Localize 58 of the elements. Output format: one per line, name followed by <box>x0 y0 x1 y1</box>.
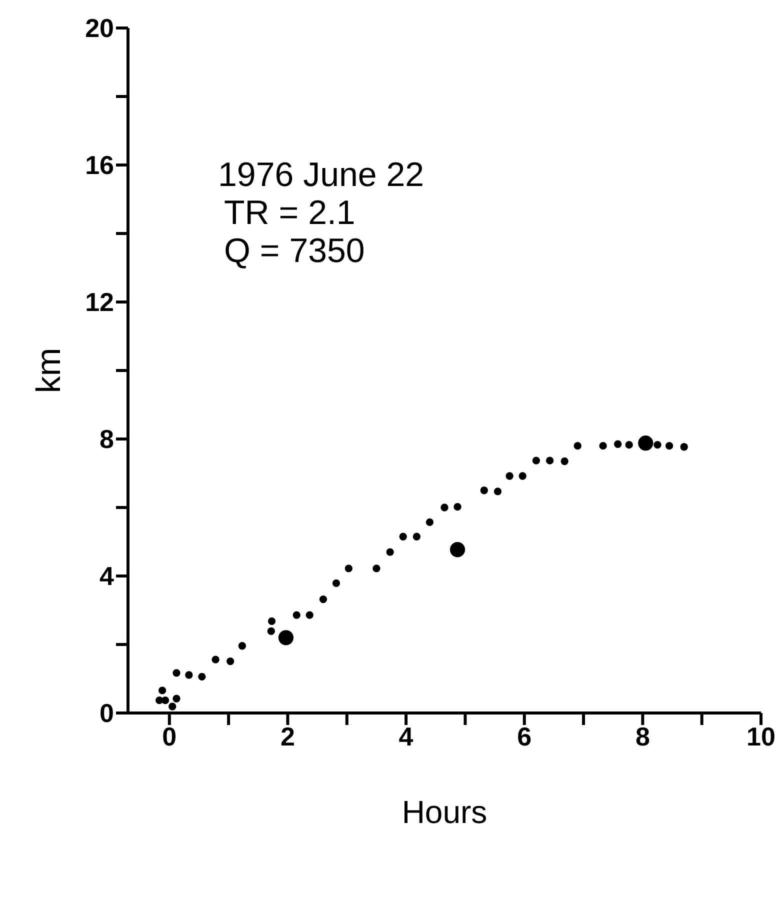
y-tick-label: 12 <box>85 287 114 318</box>
annotation: Q = 7350 <box>223 232 366 270</box>
y-axis-title: km <box>30 348 68 394</box>
point <box>399 532 407 540</box>
point <box>654 441 662 449</box>
y-tick-label: 20 <box>85 13 114 44</box>
point <box>344 564 352 572</box>
point <box>494 488 502 496</box>
point <box>292 611 300 619</box>
point <box>454 502 462 511</box>
point <box>278 630 294 646</box>
point <box>238 642 246 650</box>
point <box>268 617 276 626</box>
point <box>518 472 526 480</box>
point <box>426 518 434 526</box>
y-tick-label: 0 <box>100 698 114 728</box>
y-tick-label: 4 <box>100 561 115 592</box>
point <box>198 672 206 681</box>
y-tick-label: 8 <box>100 424 114 454</box>
point <box>172 669 180 677</box>
annotation: TR = 2.1 <box>223 194 356 232</box>
point <box>212 656 220 664</box>
point <box>614 440 622 448</box>
point <box>226 657 234 666</box>
point <box>412 532 421 540</box>
point <box>306 611 314 619</box>
annotation: 1976 June 22 <box>218 156 424 194</box>
point <box>532 456 540 464</box>
point <box>480 486 488 494</box>
point <box>440 504 448 512</box>
point <box>546 456 554 464</box>
point <box>574 442 582 450</box>
point <box>665 442 674 450</box>
x-axis-title: Hours <box>402 794 488 830</box>
point <box>599 442 607 450</box>
x-tick-label: 0 <box>162 721 177 752</box>
point <box>158 686 166 694</box>
point <box>185 671 193 679</box>
point <box>267 627 275 635</box>
x-tick-label: 6 <box>517 721 532 752</box>
point <box>372 564 380 572</box>
point <box>386 548 394 556</box>
point <box>638 436 654 451</box>
point <box>168 702 176 710</box>
point <box>161 696 170 704</box>
point <box>625 441 633 449</box>
point <box>450 542 466 558</box>
point <box>506 472 514 480</box>
point <box>172 694 180 702</box>
y-tick-label: 16 <box>85 150 114 180</box>
point <box>680 443 688 451</box>
point <box>560 457 568 466</box>
point <box>332 579 340 588</box>
x-tick-label: 2 <box>280 721 295 752</box>
x-tick-label: 4 <box>398 721 414 752</box>
x-tick-label: 10 <box>746 721 776 752</box>
point <box>319 595 328 604</box>
x-tick-label: 8 <box>635 721 650 752</box>
